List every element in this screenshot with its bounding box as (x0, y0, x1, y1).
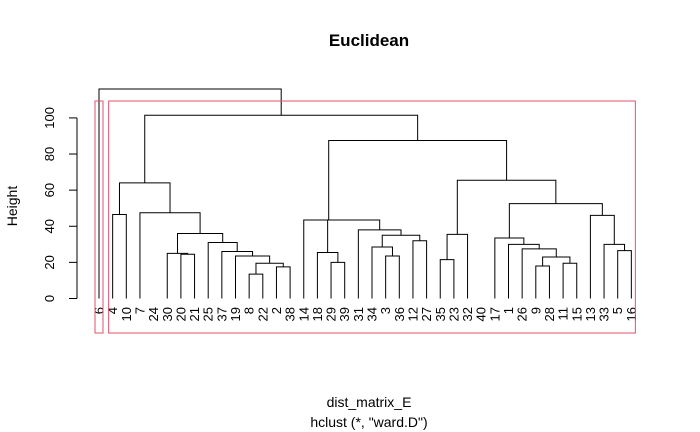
dendrogram-branch (371, 246, 393, 299)
dendrogram-branch (330, 261, 346, 299)
method-sublabel: hclust (*, "ward.D") (310, 414, 427, 430)
leaf-label: 27 (419, 307, 434, 321)
leaf-label: 16 (624, 307, 639, 321)
y-tick-label: 20 (42, 255, 57, 269)
y-axis: 0 20 40 60 80 100 (42, 107, 78, 302)
dendrogram-branch (303, 219, 354, 299)
leaf-label: 30 (160, 307, 175, 321)
leaf-label: 29 (324, 307, 339, 321)
cluster-rect (94, 100, 104, 334)
cluster-rect (108, 100, 636, 334)
dendrogram-branch (248, 273, 264, 299)
dendrogram-branch (235, 255, 271, 299)
dendrogram-branch (275, 266, 291, 299)
leaf-label: 22 (255, 307, 270, 321)
leaf-label: 13 (583, 307, 598, 321)
leaf-label: 3 (378, 307, 393, 314)
leaf-label: 38 (283, 307, 298, 321)
y-tick-label: 80 (42, 147, 57, 161)
leaf-label: 28 (542, 307, 557, 321)
leaf-label: 10 (119, 307, 134, 321)
leaf-labels: 6410724302021253719822238141829393134336… (92, 307, 639, 321)
y-tick-label: 0 (42, 295, 57, 302)
x-axis-label: dist_matrix_E (327, 394, 412, 410)
dendrogram-branch (207, 242, 238, 299)
leaf-label: 1 (501, 307, 516, 314)
dendrogram-branch (180, 253, 196, 299)
leaf-label: 35 (433, 307, 448, 321)
dendrogram-branch (327, 219, 381, 253)
dendrogram-branch (535, 265, 550, 299)
y-tick-label: 60 (42, 183, 57, 197)
leaf-label: 9 (528, 307, 543, 314)
leaf-label: 36 (392, 307, 407, 321)
dendrogram-branch (439, 259, 455, 299)
dendrogram-branch (144, 114, 419, 183)
leaf-label: 19 (228, 307, 243, 321)
dendrogram-branch (221, 251, 254, 299)
y-tick-label: 100 (42, 107, 57, 129)
dendrogram-branch (562, 262, 578, 299)
leaf-label: 15 (569, 307, 584, 321)
leaf-label: 6 (92, 307, 107, 314)
dendrogram-branch (385, 255, 400, 299)
leaf-label: 33 (597, 307, 612, 321)
leaf-label: 21 (187, 307, 202, 321)
leaf-label: 23 (446, 307, 461, 321)
dendrogram-branch (412, 240, 428, 299)
dendrogram-branch (112, 214, 127, 299)
dendrogram-branch (603, 243, 626, 299)
leaf-label: 11 (556, 307, 571, 321)
leaf-label: 32 (460, 307, 475, 321)
leaf-label: 34 (365, 307, 380, 321)
leaf-label: 26 (515, 307, 530, 321)
leaf-label: 18 (310, 307, 325, 321)
dendrogram-branch (357, 229, 402, 299)
leaf-label: 39 (337, 307, 352, 321)
leaf-label: 37 (214, 307, 229, 321)
leaf-label: 14 (296, 307, 311, 321)
dendrogram-branch (446, 233, 469, 299)
dendrogram-branch (521, 248, 557, 299)
cluster-rectangles (94, 100, 636, 334)
dendrogram-branch (617, 250, 632, 299)
leaf-label: 8 (242, 307, 257, 314)
leaf-label: 12 (405, 307, 420, 321)
dendrogram-branch (98, 88, 282, 299)
dendrogram-branch (176, 232, 224, 254)
dendrogram-branch (316, 251, 339, 299)
leaf-label: 4 (105, 307, 120, 314)
leaf-label: 20 (173, 307, 188, 321)
leaf-label: 17 (487, 307, 502, 321)
dendrogram-branch (589, 214, 615, 299)
leaf-label: 25 (201, 307, 216, 321)
dendrogram-branch (508, 243, 540, 299)
leaf-label: 31 (351, 307, 366, 321)
chart-title: Euclidean (329, 31, 409, 50)
y-axis-label: Height (4, 186, 20, 227)
dendrogram-branch (166, 252, 189, 299)
leaf-label: 40 (474, 307, 489, 321)
dendrogram-branch (139, 212, 201, 299)
leaf-label: 5 (610, 307, 625, 314)
leaf-label: 7 (132, 307, 147, 314)
dendrogram-branch (456, 179, 557, 235)
dendrogram-branch (508, 203, 603, 238)
dendrogram-branch (255, 262, 284, 275)
dendrogram-branch (118, 182, 171, 215)
dendrogram-branch (494, 237, 525, 299)
leaf-label: 2 (269, 307, 284, 314)
dendrogram-tree (98, 88, 632, 299)
y-tick-label: 40 (42, 219, 57, 233)
dendrogram-branch (542, 256, 571, 266)
leaf-label: 24 (146, 307, 161, 321)
